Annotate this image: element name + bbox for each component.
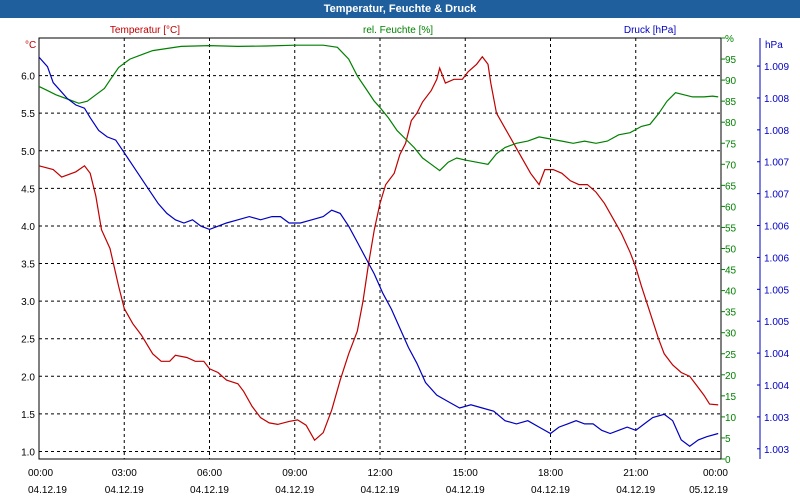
temperature-tick-label: 2.0 — [21, 372, 35, 383]
pressure-tick-label: 1.006 — [764, 222, 789, 233]
pressure-unit-label: hPa — [765, 40, 783, 51]
pressure-tick-label: 1.007 — [764, 190, 789, 201]
humidity-tick-label: 5 — [725, 434, 731, 445]
pressure-tick-label: 1.004 — [764, 381, 789, 392]
pressure-tick-label: 1.006 — [764, 253, 789, 264]
series-line — [38, 44, 719, 172]
temperature-tick-label: 2.5 — [21, 335, 35, 346]
x-tick-time: 06:00 — [197, 468, 222, 479]
temperature-tick-label: 3.5 — [21, 260, 35, 271]
pressure-tick-label: 1.005 — [764, 317, 789, 328]
pressure-tick-label: 1.008 — [764, 94, 789, 105]
x-tick-date: 04.12.19 — [616, 485, 655, 496]
x-tick-date: 04.12.19 — [446, 485, 485, 496]
series-line — [38, 56, 719, 447]
window-title: Temperatur, Feuchte & Druck — [0, 0, 800, 18]
humidity-tick-label: 70 — [725, 160, 737, 171]
x-tick-date: 05.12.19 — [689, 485, 728, 496]
humidity-tick-label: 45 — [725, 266, 737, 277]
humidity-tick-label: 95 — [725, 55, 737, 66]
x-tick-date: 04.12.19 — [361, 485, 400, 496]
x-tick-time: 00:00 — [703, 468, 728, 479]
pressure-tick-label: 1.005 — [764, 285, 789, 296]
temperature-tick-label: 4.5 — [21, 184, 35, 195]
pressure-tick-label: 1.003 — [764, 445, 789, 456]
x-tick-time: 09:00 — [282, 468, 307, 479]
x-tick-time: 15:00 — [453, 468, 478, 479]
legend-entry: Temperatur [°C] — [110, 25, 180, 36]
x-tick-date: 04.12.19 — [531, 485, 570, 496]
humidity-tick-label: 15 — [725, 392, 737, 403]
x-tick-time: 03:00 — [112, 468, 137, 479]
x-tick-date: 04.12.19 — [105, 485, 144, 496]
humidity-tick-label: 55 — [725, 223, 737, 234]
temperature-tick-label: 5.5 — [21, 109, 35, 120]
humidity-tick-label: 60 — [725, 202, 737, 213]
pressure-tick-label: 1.008 — [764, 126, 789, 137]
humidity-tick-label: 10 — [725, 413, 737, 424]
temperature-tick-label: 4.0 — [21, 222, 35, 233]
x-tick-date: 04.12.19 — [28, 485, 67, 496]
pressure-tick-label: 1.003 — [764, 413, 789, 424]
legend-entry: Druck [hPa] — [624, 25, 676, 36]
humidity-tick-label: 65 — [725, 181, 737, 192]
x-tick-time: 00:00 — [28, 468, 53, 479]
humidity-tick-label: 40 — [725, 287, 737, 298]
humidity-tick-label: 25 — [725, 350, 737, 361]
humidity-tick-label: 50 — [725, 245, 737, 256]
temperature-tick-label: 6.0 — [21, 72, 35, 83]
humidity-tick-label: 90 — [725, 76, 737, 87]
legend-entry: rel. Feuchte [%] — [363, 25, 433, 36]
temperature-tick-label: 1.0 — [21, 447, 35, 458]
temperature-tick-label: 5.0 — [21, 147, 35, 158]
pressure-tick-label: 1.007 — [764, 158, 789, 169]
temperature-tick-label: 1.5 — [21, 410, 35, 421]
humidity-tick-label: 35 — [725, 308, 737, 319]
humidity-tick-label: 85 — [725, 97, 737, 108]
humidity-tick-label: 0 — [725, 455, 731, 466]
x-tick-date: 04.12.19 — [275, 485, 314, 496]
humidity-tick-label: 75 — [725, 139, 737, 150]
humidity-tick-label: 30 — [725, 329, 737, 340]
temperature-tick-label: 3.0 — [21, 297, 35, 308]
x-tick-time: 12:00 — [367, 468, 392, 479]
humidity-tick-label: 20 — [725, 371, 737, 382]
series-line — [38, 55, 719, 442]
humidity-tick-label: 80 — [725, 118, 737, 129]
x-tick-date: 04.12.19 — [190, 485, 229, 496]
humidity-tick-label: % — [725, 34, 734, 45]
pressure-tick-label: 1.009 — [764, 62, 789, 73]
pressure-tick-label: 1.004 — [764, 349, 789, 360]
temperature-unit-label: °C — [25, 40, 36, 51]
x-tick-time: 21:00 — [623, 468, 648, 479]
x-tick-time: 18:00 — [538, 468, 563, 479]
